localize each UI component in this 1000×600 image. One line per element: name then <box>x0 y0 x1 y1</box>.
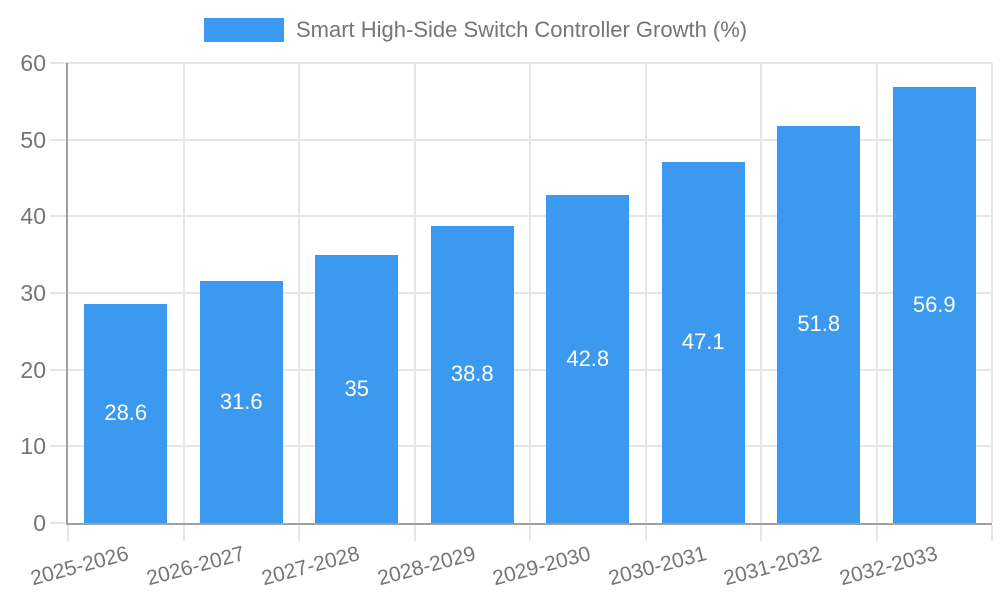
gridline-vertical <box>413 63 416 523</box>
gridline-vertical <box>182 63 185 523</box>
y-axis-tick <box>50 522 68 524</box>
bar-value-label: 42.8 <box>566 345 610 371</box>
legend-label: Smart High-Side Switch Controller Growth… <box>296 17 748 42</box>
y-axis-tick-label: 60 <box>20 50 46 76</box>
x-axis-tick <box>875 525 878 541</box>
x-axis-tick-label: 2027-2028 <box>259 542 363 591</box>
x-axis-tick <box>644 525 647 541</box>
legend-swatch <box>204 18 284 42</box>
bar-value-label: 31.6 <box>219 388 263 414</box>
y-axis-tick-label: 50 <box>20 126 46 153</box>
y-axis-tick-label: 30 <box>20 280 46 306</box>
x-axis-tick <box>298 525 300 541</box>
gridline-vertical <box>760 63 762 523</box>
x-axis-line <box>66 523 992 525</box>
bar[interactable] <box>892 86 976 523</box>
y-axis-tick-label: 10 <box>20 433 46 460</box>
bar-value-label: 28.6 <box>104 400 148 426</box>
bar[interactable] <box>546 194 630 523</box>
x-axis-tick <box>991 525 993 541</box>
x-axis-tick <box>182 525 185 541</box>
gridline-vertical <box>991 63 993 523</box>
bar[interactable] <box>199 280 283 523</box>
y-axis-tick-label: 0 <box>33 510 46 536</box>
x-axis-tick-label: 2032-2033 <box>836 542 940 591</box>
gridline-vertical <box>529 63 531 523</box>
gridline-horizontal <box>50 62 992 64</box>
bar[interactable] <box>661 161 745 523</box>
gridline-horizontal <box>50 138 992 141</box>
x-axis-tick <box>413 525 416 541</box>
legend-item[interactable]: Smart High-Side Switch Controller Growth… <box>204 17 747 43</box>
gridline-vertical <box>875 63 878 523</box>
x-axis-tick-label: 2029-2030 <box>490 542 594 591</box>
gridline-horizontal <box>50 292 992 294</box>
bar[interactable] <box>315 254 399 523</box>
bar-value-label: 35 <box>344 375 369 401</box>
bar[interactable] <box>84 303 168 523</box>
bar-value-label: 38.8 <box>450 361 494 387</box>
x-axis-tick <box>67 525 69 541</box>
x-axis-tick-label: 2031-2032 <box>721 542 825 591</box>
x-axis-tick <box>529 525 531 541</box>
gridline-vertical <box>298 63 300 523</box>
gridline-vertical <box>644 63 647 523</box>
x-axis-tick-label: 2025-2026 <box>28 542 132 591</box>
bar-value-label: 51.8 <box>797 311 841 337</box>
x-axis-tick-label: 2028-2029 <box>374 542 478 591</box>
gridline-horizontal <box>50 368 992 371</box>
x-axis-tick-label: 2030-2031 <box>605 542 709 591</box>
gridline-horizontal <box>50 215 992 218</box>
y-axis-tick-label: 40 <box>20 203 46 230</box>
y-axis-tick-label: 20 <box>20 356 46 383</box>
bar[interactable] <box>777 125 861 523</box>
bar-value-label: 47.1 <box>681 329 725 355</box>
bar[interactable] <box>430 225 514 523</box>
y-axis-line <box>66 63 68 525</box>
x-axis-tick <box>760 525 762 541</box>
x-axis-tick-label: 2026-2027 <box>143 542 247 591</box>
gridline-horizontal <box>50 445 992 448</box>
bar-value-label: 56.9 <box>912 291 956 317</box>
